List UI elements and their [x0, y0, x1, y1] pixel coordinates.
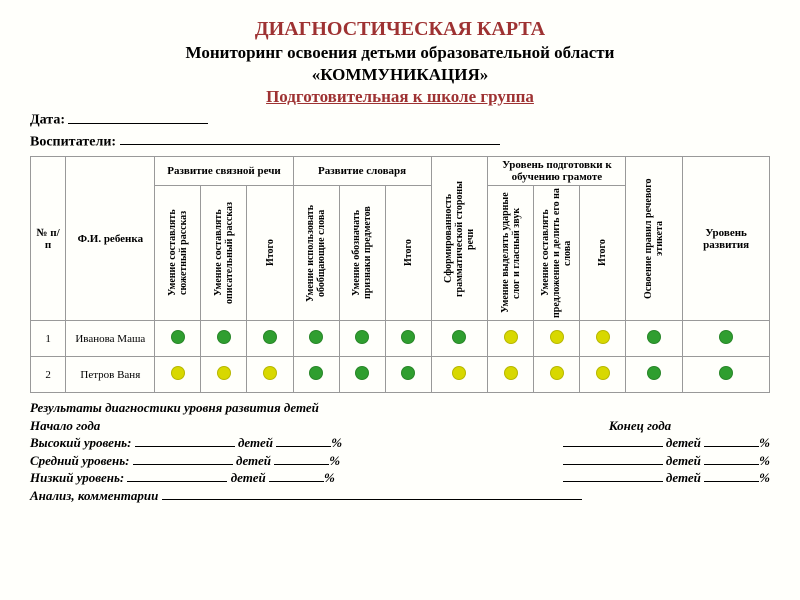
mid-level-label: Средний уровень: [30, 453, 130, 468]
status-dot [719, 366, 733, 380]
sub-itogo-1: Итого [247, 186, 293, 321]
status-dot [263, 366, 277, 380]
child-name-cell: Иванова Маша [66, 321, 155, 357]
group-literacy: Уровень подготовки к обучению грамоте [488, 157, 626, 186]
sub-itogo-2: Итого [385, 186, 431, 321]
date-blank [68, 111, 208, 124]
dot-cell [247, 321, 293, 357]
status-dot [719, 330, 733, 344]
dot-cell [431, 357, 488, 393]
dot-cell [683, 357, 770, 393]
status-dot [452, 330, 466, 344]
status-dot [596, 330, 610, 344]
dot-cell [488, 321, 534, 357]
status-dot [263, 330, 277, 344]
dot-cell [385, 321, 431, 357]
start-year: Начало года [30, 417, 100, 435]
status-dot [452, 366, 466, 380]
diagnostic-table: № п/п Ф.И. ребенка Развитие связной речи… [30, 156, 770, 393]
status-dot [217, 330, 231, 344]
status-dot [355, 330, 369, 344]
high-pct-blank-l [276, 436, 331, 448]
educators-label: Воспитатели: [30, 134, 116, 149]
status-dot [171, 330, 185, 344]
col-number: № п/п [31, 157, 66, 321]
group-connected-speech: Развитие связной речи [155, 157, 293, 186]
dot-cell [534, 357, 580, 393]
status-dot [504, 366, 518, 380]
analysis-label: Анализ, комментарии [30, 488, 158, 503]
dot-cell [385, 357, 431, 393]
dot-cell [247, 357, 293, 393]
table-row: 2Петров Ваня [31, 357, 770, 393]
high-children-blank-l [135, 436, 235, 448]
analysis-blank [162, 488, 582, 500]
status-dot [596, 366, 610, 380]
sub-story-descriptive: Умение составлять описательный рассказ [201, 186, 247, 321]
status-dot [309, 366, 323, 380]
group-line: Подготовительная к школе группа [30, 87, 770, 107]
dot-cell [155, 321, 201, 357]
dot-cell [626, 357, 683, 393]
page-title: ДИАГНОСТИЧЕСКАЯ КАРТА [30, 18, 770, 41]
dot-cell [293, 357, 339, 393]
sub-itogo-3: Итого [580, 186, 626, 321]
dot-cell [201, 321, 247, 357]
col-child-name: Ф.И. ребенка [66, 157, 155, 321]
high-children-blank-r [563, 436, 663, 448]
status-dot [647, 330, 661, 344]
dot-cell [293, 321, 339, 357]
dot-cell [431, 321, 488, 357]
status-dot [550, 330, 564, 344]
status-dot [401, 330, 415, 344]
col-dev-level: Уровень развития [683, 157, 770, 321]
results-title: Результаты диагностики уровня развития д… [30, 399, 770, 417]
low-level-label: Низкий уровень: [30, 470, 124, 485]
col-etiquette: Освоение правил речевого этикета [626, 157, 683, 321]
dot-cell [534, 321, 580, 357]
status-dot [217, 366, 231, 380]
status-dot [309, 330, 323, 344]
status-dot [504, 330, 518, 344]
dot-cell [488, 357, 534, 393]
row-number: 1 [31, 321, 66, 357]
status-dot [647, 366, 661, 380]
dot-cell [339, 321, 385, 357]
end-year: Конец года [510, 417, 770, 435]
col-grammar: Сформированность грамматической стороны … [431, 157, 488, 321]
dot-cell [580, 321, 626, 357]
sub-story-plot: Умение составлять сюжетный рассказ [155, 186, 201, 321]
child-name-cell: Петров Ваня [66, 357, 155, 393]
high-level-label: Высокий уровень: [30, 435, 131, 450]
row-number: 2 [31, 357, 66, 393]
dot-cell [626, 321, 683, 357]
dot-cell [683, 321, 770, 357]
sub-sentence: Умение составлять предложение и делить е… [534, 186, 580, 321]
dot-cell [580, 357, 626, 393]
high-pct-blank-r [704, 436, 759, 448]
results-block: Результаты диагностики уровня развития д… [30, 399, 770, 504]
status-dot [550, 366, 564, 380]
status-dot [401, 366, 415, 380]
sub-syllable: Умение выделять ударные слог и гласный з… [488, 186, 534, 321]
dot-cell [201, 357, 247, 393]
dot-cell [155, 357, 201, 393]
subtitle-line-2: «КОММУНИКАЦИЯ» [30, 65, 770, 85]
table-row: 1Иванова Маша [31, 321, 770, 357]
status-dot [171, 366, 185, 380]
sub-generalizing: Умение использовать обобщающие слова [293, 186, 339, 321]
educators-blank [120, 133, 500, 146]
subtitle-line-1: Мониторинг освоения детьми образовательн… [30, 43, 770, 63]
date-label: Дата: [30, 113, 65, 128]
sub-object-features: Умение обозначать признаки предметов [339, 186, 385, 321]
dot-cell [339, 357, 385, 393]
group-vocabulary: Развитие словаря [293, 157, 431, 186]
status-dot [355, 366, 369, 380]
